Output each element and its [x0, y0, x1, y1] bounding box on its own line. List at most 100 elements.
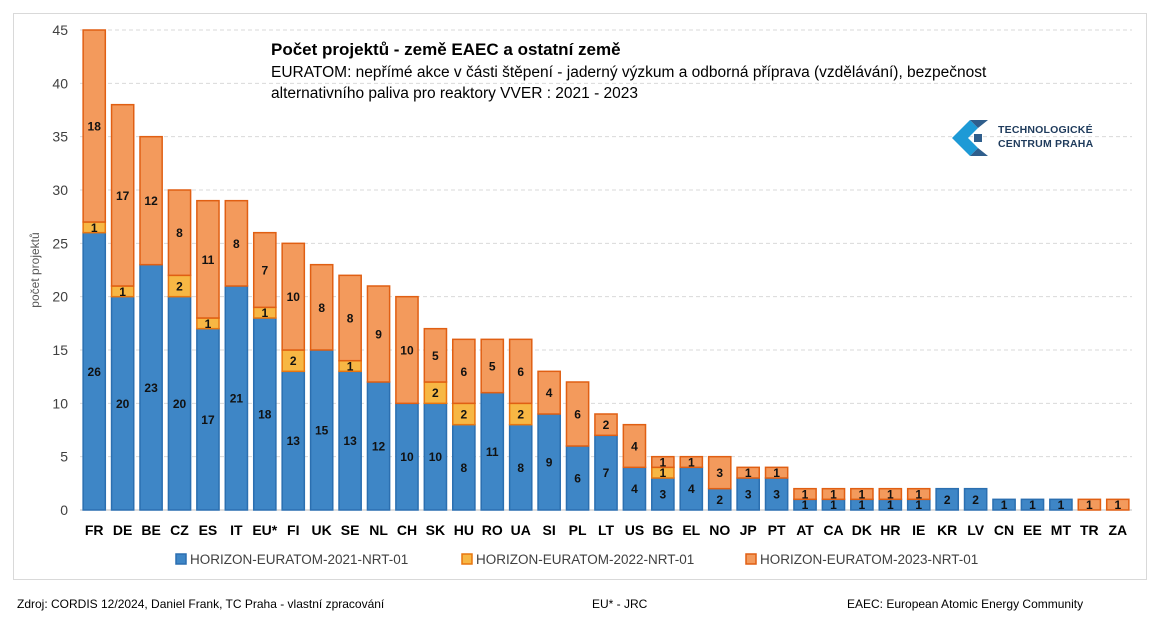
- legend-swatch: [461, 553, 473, 565]
- data-label: 1: [859, 488, 866, 502]
- data-label: 26: [88, 365, 102, 379]
- data-label: 9: [375, 328, 382, 342]
- bar-segment: [651, 455, 675, 469]
- legend-swatch: [745, 553, 757, 565]
- data-label: 1: [745, 466, 752, 480]
- y-tick-label: 35: [52, 129, 68, 145]
- data-label: 1: [347, 360, 354, 374]
- x-tick-label: FR: [85, 522, 104, 538]
- x-tick-label: LV: [967, 522, 985, 538]
- data-label: 1: [830, 488, 837, 502]
- data-label: 1: [205, 317, 212, 331]
- x-tick-label: JP: [740, 522, 757, 538]
- data-label: 13: [287, 434, 301, 448]
- bar-segment: [764, 466, 789, 479]
- x-tick-label: SI: [543, 522, 556, 538]
- data-label: 1: [773, 466, 780, 480]
- y-tick-label: 45: [52, 22, 68, 38]
- x-tick-label: PL: [569, 522, 587, 538]
- bar-segment: [906, 487, 931, 501]
- bar-segment: [821, 487, 846, 501]
- data-label: 1: [915, 498, 922, 512]
- data-label: 20: [173, 397, 187, 411]
- x-tick-label: CA: [823, 522, 843, 538]
- x-tick-label: RO: [482, 522, 503, 538]
- data-label: 10: [287, 290, 301, 304]
- footer-note: EU* - JRC: [592, 597, 648, 611]
- data-label: 2: [603, 418, 610, 432]
- x-tick-label: DE: [113, 522, 132, 538]
- data-label: 11: [202, 253, 215, 267]
- data-label: 4: [631, 482, 638, 496]
- data-label: 7: [261, 264, 268, 278]
- data-label: 4: [688, 482, 695, 496]
- bar-segment: [850, 487, 874, 501]
- chart-title: Počet projektů - země EAEC a ostatní zem…: [271, 40, 621, 59]
- data-label: 12: [144, 194, 158, 208]
- data-label: 12: [372, 440, 386, 454]
- x-tick-label: IE: [912, 522, 925, 538]
- data-label: 1: [1029, 498, 1036, 512]
- bar-segment: [707, 455, 732, 490]
- data-label: 21: [230, 392, 244, 406]
- data-label: 1: [802, 488, 809, 502]
- x-tick-label: EU*: [252, 522, 277, 538]
- bar-segment: [992, 498, 1016, 511]
- data-label: 17: [201, 413, 215, 427]
- chart-subtitle-line-2: alternativního paliva pro reaktory VVER …: [271, 85, 638, 102]
- x-tick-label: SK: [426, 522, 445, 538]
- data-label: 1: [688, 456, 695, 470]
- data-label: 8: [233, 237, 240, 251]
- footer-eaec: EAEC: European Atomic Energy Community: [847, 597, 1084, 611]
- data-label: 10: [400, 450, 414, 464]
- legend-label: HORIZON-EURATOM-2021-NRT-01: [190, 552, 408, 567]
- data-label: 2: [290, 354, 297, 368]
- data-label: 8: [318, 301, 325, 315]
- data-label: 1: [1058, 498, 1065, 512]
- x-tick-label: UA: [511, 522, 531, 538]
- data-label: 2: [517, 408, 524, 422]
- data-label: 8: [347, 312, 354, 326]
- x-tick-label: DK: [852, 522, 872, 538]
- logo-line-1: TECHNOLOGICKÉ: [998, 124, 1093, 136]
- data-label: 1: [261, 306, 268, 320]
- x-tick-label: US: [625, 522, 644, 538]
- x-tick-label: MT: [1051, 522, 1072, 538]
- data-label: 10: [429, 450, 443, 464]
- logo-line-2: CENTRUM PRAHA: [998, 138, 1094, 150]
- y-tick-label: 15: [52, 342, 68, 358]
- x-tick-label: BG: [652, 522, 673, 538]
- x-tick-label: FI: [287, 522, 299, 538]
- x-tick-label: EL: [682, 522, 700, 538]
- bar-segment: [338, 274, 362, 362]
- data-label: 3: [773, 488, 780, 502]
- legend-label: HORIZON-EURATOM-2022-NRT-01: [476, 552, 694, 567]
- x-tick-label: IT: [230, 522, 243, 538]
- y-tick-label: 40: [52, 75, 68, 91]
- x-tick-label: BE: [141, 522, 160, 538]
- data-label: 5: [432, 349, 439, 363]
- data-label: 20: [116, 397, 130, 411]
- data-label: 8: [460, 461, 467, 475]
- bar-segment: [878, 487, 903, 501]
- bar-segment: [537, 370, 561, 415]
- y-axis-ticks: 0 5 10 15 20 25 30 35 40 45: [52, 22, 68, 518]
- tc-praha-logo: [952, 120, 988, 156]
- x-tick-label: KR: [937, 522, 957, 538]
- bar-segment: [565, 381, 590, 447]
- bar-segment: [963, 487, 988, 511]
- data-label: 17: [116, 189, 130, 203]
- data-labels: 2611820117231220281711121818171321015813…: [88, 120, 1122, 513]
- chart-frame: [13, 13, 1147, 580]
- y-tick-label: 5: [60, 449, 68, 465]
- y-axis-label: počet projektů: [28, 232, 42, 307]
- x-tick-label: ES: [199, 522, 218, 538]
- bar-segment: [110, 103, 135, 287]
- y-tick-label: 25: [52, 235, 68, 251]
- data-label: 1: [887, 488, 894, 502]
- data-label: 2: [176, 280, 183, 294]
- x-tick-label: HR: [880, 522, 900, 538]
- data-label: 1: [830, 498, 837, 512]
- x-tick-label: UK: [312, 522, 332, 538]
- data-label: 1: [660, 466, 667, 480]
